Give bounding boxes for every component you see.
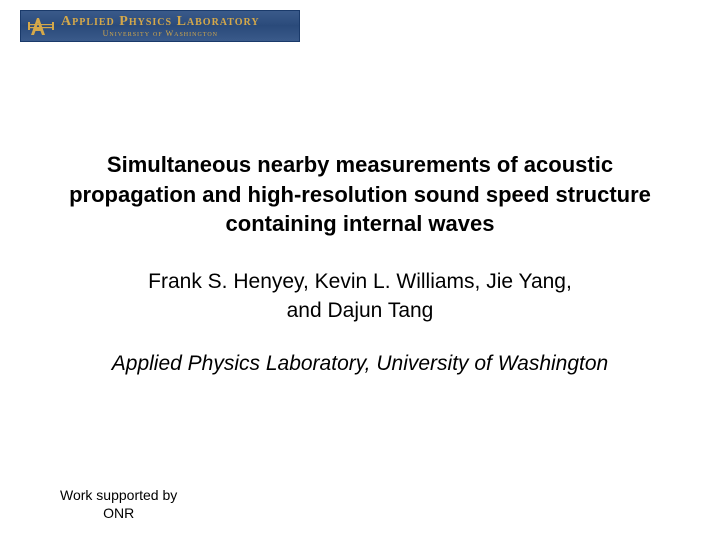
slide-footer: Work supported by ONR: [60, 486, 177, 522]
footer-line2: ONR: [60, 504, 177, 522]
authors-line1: Frank S. Henyey, Kevin L. Williams, Jie …: [0, 267, 720, 296]
slide-title: Simultaneous nearby measurements of acou…: [50, 150, 670, 239]
logo-text-wrap: Applied Physics Laboratory University of…: [61, 15, 260, 38]
slide-affiliation: Applied Physics Laboratory, University o…: [0, 352, 720, 376]
slide-content: Simultaneous nearby measurements of acou…: [0, 150, 720, 376]
apl-logo-banner: Applied Physics Laboratory University of…: [20, 10, 300, 42]
logo-sub-text: University of Washington: [61, 30, 260, 38]
logo-main-text: Applied Physics Laboratory: [61, 15, 260, 29]
footer-line1: Work supported by: [60, 486, 177, 504]
apl-logo-mark-icon: [27, 15, 55, 37]
authors-line2: and Dajun Tang: [0, 296, 720, 325]
slide-authors: Frank S. Henyey, Kevin L. Williams, Jie …: [0, 267, 720, 326]
